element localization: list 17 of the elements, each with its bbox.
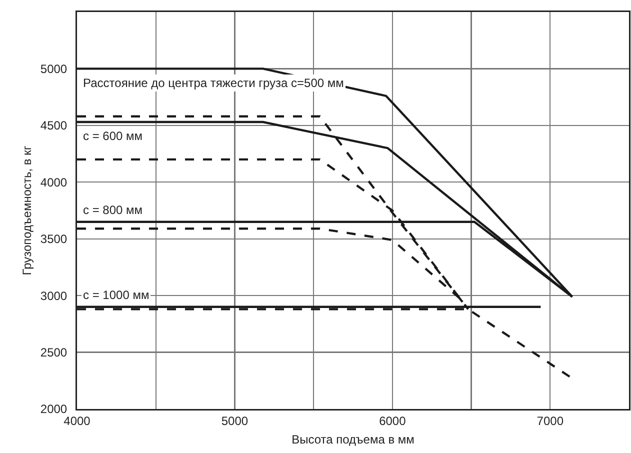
y-tick-label: 2000 (40, 402, 68, 416)
annotation: c = 600 мм (83, 129, 143, 143)
y-tick-label: 4000 (40, 175, 68, 190)
y-tick-label: 4500 (40, 118, 68, 133)
x-tick-label: 7000 (536, 414, 564, 428)
y-tick-label: 2500 (40, 345, 68, 360)
y-tick-label: 3500 (40, 232, 68, 246)
y-tick-label: 5000 (40, 62, 68, 76)
x-axis-title: Высота подъема в мм (292, 432, 414, 447)
x-tick-label: 6000 (379, 414, 406, 428)
annotation: Расстояние до центра тяжести груза c=500 мм (83, 76, 344, 90)
x-tick-label: 5000 (221, 414, 248, 428)
annotation: c = 800 мм (83, 203, 143, 217)
y-axis-title: Грузоподъемность, в кг (20, 145, 34, 276)
y-tick-label: 3000 (40, 288, 68, 303)
x-tick-label: 4000 (64, 414, 91, 428)
annotation: c = 1000 мм (83, 288, 150, 302)
